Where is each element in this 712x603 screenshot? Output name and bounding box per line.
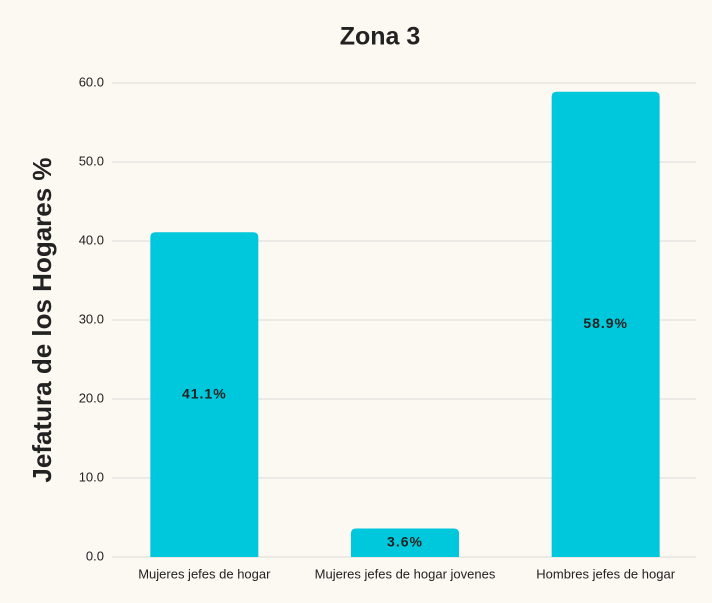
y-tick-label: 60.0: [79, 74, 104, 89]
data-label: 3.6%: [387, 533, 423, 549]
bar: [351, 528, 459, 557]
y-tick-label: 20.0: [79, 390, 104, 405]
bar: [150, 232, 259, 557]
y-tick-label: 10.0: [79, 469, 104, 484]
chart-title: Zona 3: [340, 23, 421, 51]
y-tick-label: 30.0: [79, 311, 104, 326]
x-tick-label: Hombres jefes de hogar: [536, 566, 675, 581]
x-tick-label: Mujeres jefes de hogar jovenes: [315, 566, 496, 581]
x-tick-label: Mujeres jefes de hogar: [138, 566, 271, 581]
bar: [551, 91, 660, 557]
y-tick-label: 40.0: [79, 232, 104, 247]
y-tick-label: 0.0: [86, 548, 104, 563]
data-label: 58.9%: [583, 315, 628, 331]
y-axis-label: Jefatura de los Hogares %: [27, 157, 57, 482]
data-label: 41.1%: [182, 385, 227, 401]
y-tick-label: 50.0: [79, 153, 104, 168]
